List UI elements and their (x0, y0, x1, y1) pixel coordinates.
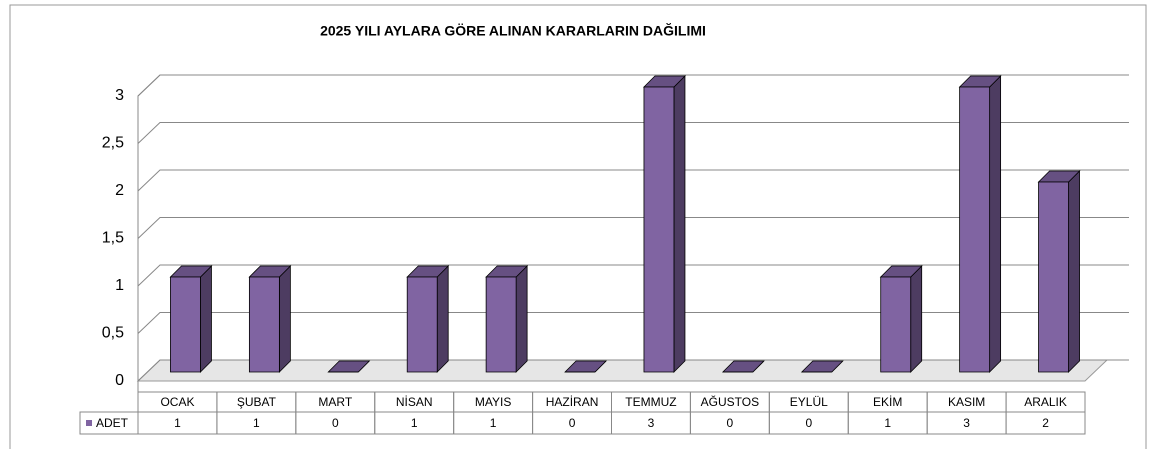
table-value: 1 (490, 416, 497, 430)
bar (721, 360, 765, 373)
bar-front (406, 276, 438, 373)
grid-line (137, 122, 1129, 144)
table-value: 3 (648, 416, 655, 430)
table-value: 1 (174, 416, 181, 430)
bar (169, 265, 213, 373)
x-tick-label: OCAK (160, 395, 194, 409)
x-tick-label: HAZİRAN (546, 395, 599, 409)
x-tick-label: AĞUSTOS (701, 394, 759, 409)
bar-side (436, 265, 449, 373)
bar-side (1068, 170, 1080, 373)
bar-front (170, 276, 201, 373)
y-tick-label: 0,5 (102, 325, 124, 342)
grid-line (137, 312, 1129, 334)
bar (248, 265, 292, 373)
x-tick-label: MAYIS (475, 395, 511, 409)
bar (406, 265, 450, 373)
grid-line (137, 217, 1129, 239)
x-tick-label: NİSAN (396, 395, 433, 409)
x-tick-label: EYLÜL (790, 395, 828, 409)
y-tick-label: 1,5 (102, 230, 124, 247)
y-tick-label: 1 (115, 277, 124, 294)
x-tick-label: ARALIK (1024, 395, 1067, 409)
table-value: 3 (963, 416, 970, 430)
bar-side (910, 265, 923, 373)
bar-front (880, 276, 912, 373)
bar-front (248, 276, 280, 373)
x-tick-label: KASIM (948, 395, 985, 409)
table-value: 0 (332, 416, 339, 430)
bar-front (643, 86, 675, 373)
grid-line (137, 359, 1129, 382)
bar (1037, 170, 1081, 373)
table-value: 1 (253, 416, 260, 430)
table-value: 0 (569, 416, 576, 430)
bar (327, 360, 371, 373)
legend-label: ADET (96, 416, 129, 430)
y-tick-label: 2 (115, 182, 124, 199)
table-value: 0 (805, 416, 812, 430)
bar-side (200, 265, 212, 373)
bar-side (278, 265, 291, 373)
bar (485, 265, 529, 373)
bar (879, 265, 923, 373)
bar-front (485, 276, 517, 373)
chart-frame (9, 4, 1147, 449)
table-value: 1 (884, 416, 891, 430)
grid-line (137, 74, 1129, 97)
bar (642, 75, 686, 373)
table-value: 1 (411, 416, 418, 430)
table-value: 2 (1042, 416, 1049, 430)
bar-side (515, 265, 528, 373)
bar-side (989, 75, 1002, 373)
grid-line (137, 264, 1129, 287)
bar (564, 360, 608, 373)
table-cell (1005, 411, 1086, 435)
legend-swatch (86, 420, 92, 426)
bar-side (673, 75, 686, 373)
table-value: 0 (727, 416, 734, 430)
chart-title: 2025 YILI AYLARA GÖRE ALINAN KARARLARIN … (320, 22, 706, 39)
y-tick-label: 3 (115, 87, 124, 104)
bar-front (1038, 181, 1069, 373)
bar (958, 75, 1002, 373)
x-tick-label: TEMMUZ (625, 395, 676, 409)
y-tick-label: 0 (115, 372, 124, 389)
y-tick-label: 2,5 (102, 135, 124, 152)
grid-line (137, 169, 1129, 192)
bar-front (959, 86, 991, 373)
bar (800, 360, 844, 373)
x-tick-label: MART (318, 395, 352, 409)
x-tick-label: ŞUBAT (237, 395, 277, 409)
x-tick-label: EKİM (873, 395, 902, 409)
